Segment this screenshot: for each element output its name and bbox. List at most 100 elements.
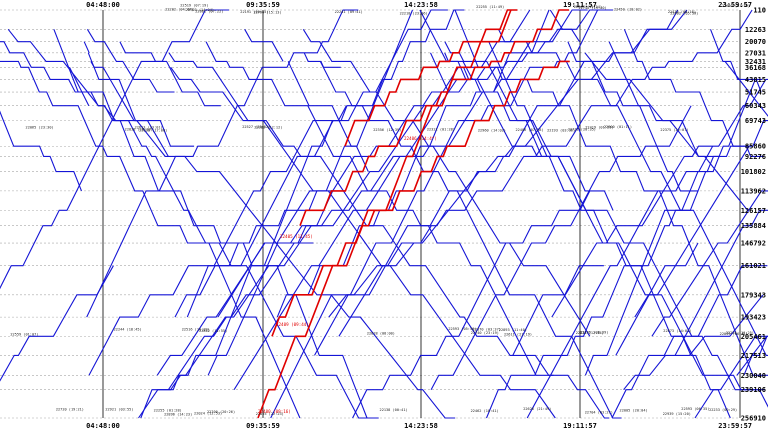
train-path (623, 29, 764, 157)
train-path (170, 66, 556, 419)
train-path (429, 52, 449, 93)
time-tick-label-top: 09:35:59 (246, 1, 280, 9)
train-id-label: 22731 (20:35) (568, 127, 596, 131)
train-path (86, 9, 359, 318)
train-id-label: 22450 (18:02) (614, 8, 642, 12)
train-id-label: 22321 (01:28) (427, 128, 455, 132)
train-path (319, 61, 622, 419)
train-path (156, 66, 486, 376)
train-path (498, 29, 768, 356)
station-tick-label: 161021 (741, 262, 766, 270)
train-id-label: 22233 (00:29) (709, 408, 737, 412)
train-id-label: 22939 (15:20) (663, 412, 691, 416)
train-path (615, 242, 699, 356)
time-tick-label-top: 14:23:58 (404, 1, 438, 9)
train-path (352, 190, 591, 419)
train-path (86, 29, 175, 93)
train-id-label: 22960 (14:02) (478, 129, 506, 133)
time-tick-label-top: 19:11:57 (563, 1, 597, 9)
train-id-label: 22626 (21:49) (523, 407, 551, 411)
train-id-label: 22862 (11:55) (199, 329, 227, 333)
station-tick-label: 27031 (745, 49, 766, 57)
highlighted-train-label: 22400 (09:16) (258, 409, 291, 414)
train-path (430, 105, 692, 390)
train-path (140, 9, 465, 419)
train-path (567, 41, 699, 192)
highlighted-train-path (271, 60, 570, 337)
train-id-label: 22202 (04:44) (165, 8, 193, 12)
train-path (244, 29, 284, 62)
train-path (87, 52, 195, 147)
highlighted-train-label: 22406 (14:4*) (404, 136, 437, 141)
train-path (138, 9, 613, 419)
train-path (584, 52, 749, 211)
train-path (174, 9, 448, 318)
train-path (276, 9, 550, 318)
train-path (419, 9, 765, 391)
train-path (0, 41, 379, 419)
train-path (90, 61, 169, 157)
station-tick-label: 205461 (741, 333, 766, 341)
train-id-label: 22921 (03:55) (105, 408, 133, 412)
train-path (338, 9, 753, 337)
train-path (584, 78, 763, 376)
time-tick-label-bottom: 14:23:58 (404, 422, 438, 430)
train-id-label: 22602 (05:39) (670, 11, 698, 15)
train-path (0, 60, 301, 419)
train-path (53, 29, 368, 419)
time-axis-labels: 04:48:00 04:48:00 09:35:59 09:35:59 14:23:58… (86, 1, 752, 430)
train-id-label: 22218 (23:06) (400, 11, 428, 15)
train-path (233, 9, 588, 390)
train-id-label: 22660 (01:59) (722, 4, 750, 8)
station-tick-label: 217513 (741, 352, 766, 360)
train-id-label: 22356 (12:39) (373, 128, 401, 132)
train-id-label: 22838 (18:20) (125, 127, 153, 131)
station-tick-label: 193423 (741, 314, 766, 322)
train-id-label: 22742 (19:40) (579, 6, 607, 10)
train-id-label: 22611 (21:19) (504, 333, 532, 337)
station-tick-label: 51745 (745, 89, 766, 97)
train-path (485, 120, 768, 419)
train-id-label: 22038 (17:00) (139, 129, 167, 133)
train-path (444, 52, 731, 419)
train-path (488, 41, 614, 211)
train-id-label: 22796 (15:13) (253, 10, 281, 14)
train-id-label: 22720 (19:21) (56, 408, 84, 412)
station-tick-label: 20070 (745, 38, 766, 46)
station-tick-label: 230040 (741, 372, 766, 380)
train-id-label: 22406 (07:28) (515, 128, 543, 132)
train-id-label: 22419 (01:31) (585, 125, 613, 129)
train-id-label: 22255 (11:49) (476, 5, 504, 9)
train-id-label: 22828 (08:00) (367, 332, 395, 336)
train-id-label: 22165 (08:39) (580, 331, 608, 335)
train-id-label: 22893 (22:23) (256, 412, 284, 416)
train-path (302, 29, 591, 337)
highlighted-train-label: 22405 (11:45) (280, 234, 313, 239)
highlighted-train-label: 22409 (09:44) (276, 322, 309, 327)
station-tick-label: 146792 (741, 240, 766, 248)
train-path (287, 61, 369, 172)
highlighted-train-path (344, 9, 518, 147)
train-id-label: 22138 (00:41) (380, 408, 408, 412)
time-tick-label-top: 23:59:57 (718, 1, 752, 9)
train-path (674, 209, 768, 356)
train-id-label: 22047 (11:24) (574, 5, 602, 9)
train-path (634, 145, 750, 318)
train-path (314, 9, 679, 356)
train-path (270, 9, 599, 419)
train-path (217, 9, 531, 318)
train-path (0, 265, 114, 382)
train-path (743, 335, 768, 376)
train-id-label: 22065 (23:30) (26, 126, 54, 130)
train-id-label: 22593 (06:35) (681, 407, 709, 411)
train-path (119, 41, 221, 107)
train-id-label: 22255 (01:28) (154, 409, 182, 413)
train-id-label: 22704 (03:27) (585, 411, 613, 415)
train-path (7, 28, 456, 419)
train-id-label: 22244 (18:45) (114, 328, 142, 332)
train-id-label: 22559 (01:07) (10, 333, 38, 337)
train-id-label: 22893 (11:40) (499, 328, 527, 332)
station-tick-label: 110 (753, 7, 766, 15)
